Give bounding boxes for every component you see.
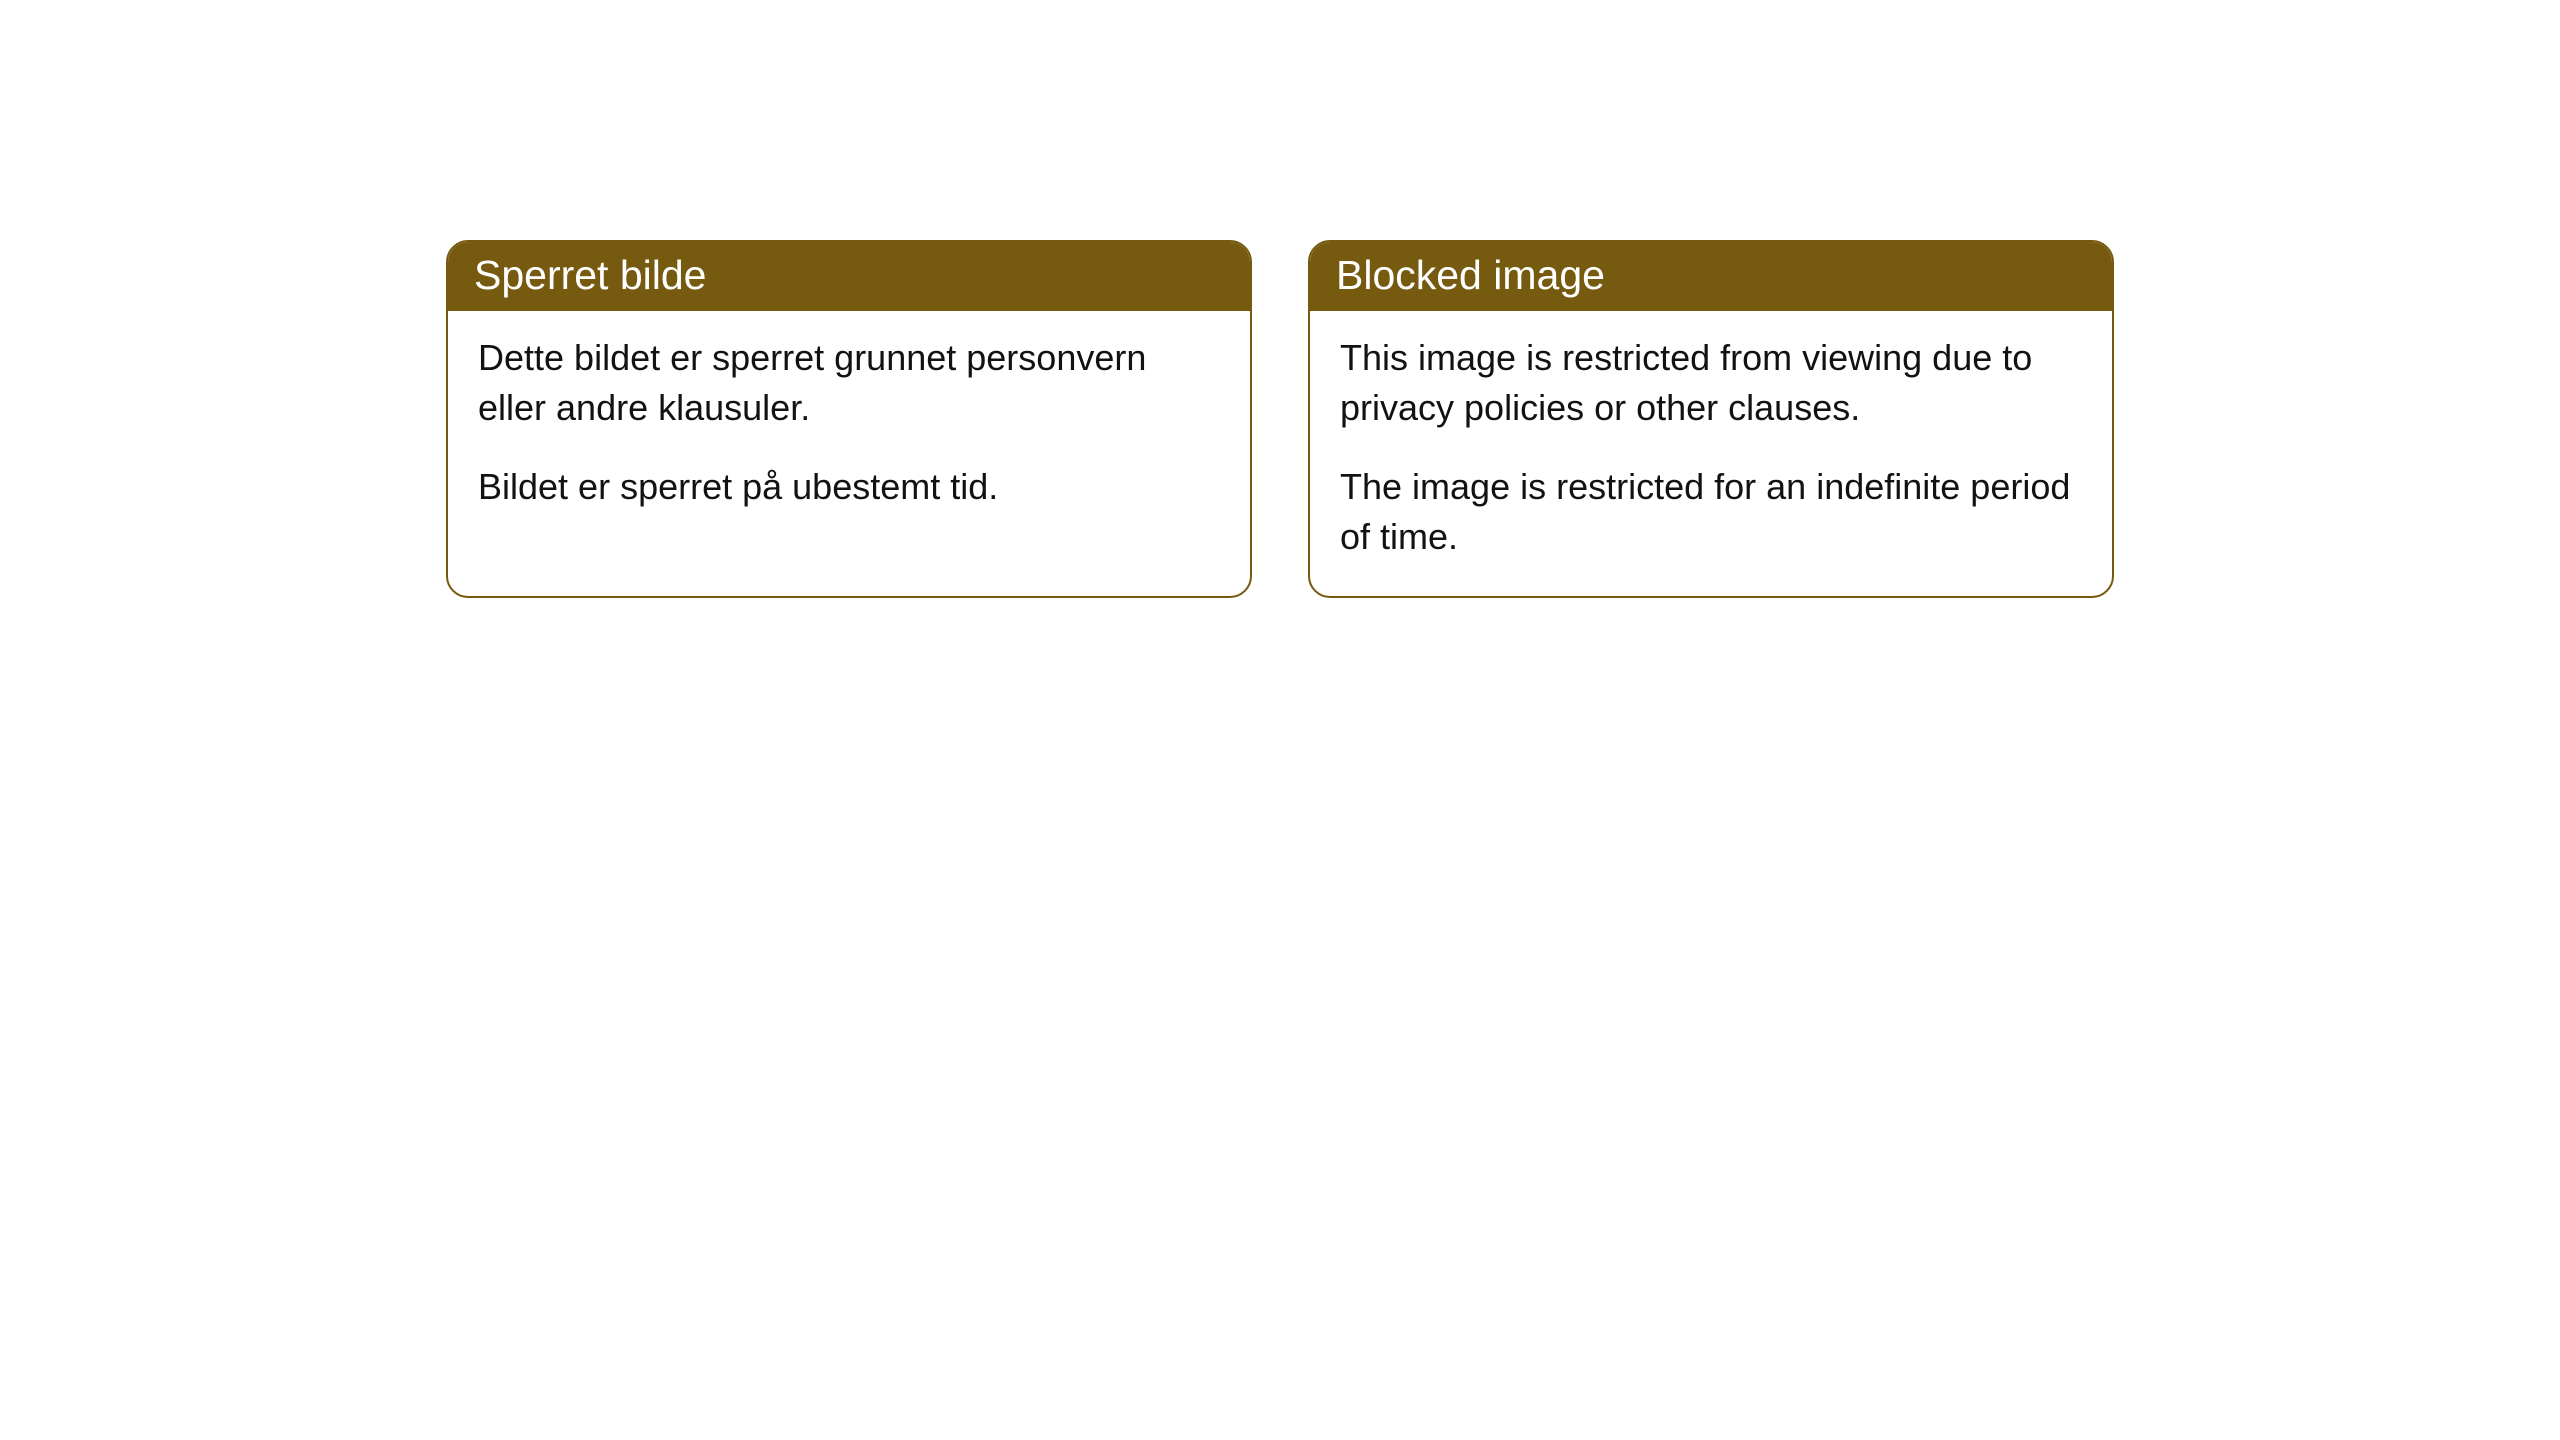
card-body-no: Dette bildet er sperret grunnet personve… <box>448 311 1250 546</box>
card-paragraph1-en: This image is restricted from viewing du… <box>1340 333 2082 432</box>
card-body-en: This image is restricted from viewing du… <box>1310 311 2112 596</box>
notice-cards-container: Sperret bilde Dette bildet er sperret gr… <box>446 240 2114 598</box>
card-paragraph2-no: Bildet er sperret på ubestemt tid. <box>478 462 1220 512</box>
card-header-en: Blocked image <box>1310 242 2112 311</box>
card-header-no: Sperret bilde <box>448 242 1250 311</box>
blocked-image-card-en: Blocked image This image is restricted f… <box>1308 240 2114 598</box>
blocked-image-card-no: Sperret bilde Dette bildet er sperret gr… <box>446 240 1252 598</box>
card-title-en: Blocked image <box>1336 252 1605 298</box>
card-paragraph2-en: The image is restricted for an indefinit… <box>1340 462 2082 561</box>
card-paragraph1-no: Dette bildet er sperret grunnet personve… <box>478 333 1220 432</box>
card-title-no: Sperret bilde <box>474 252 706 298</box>
